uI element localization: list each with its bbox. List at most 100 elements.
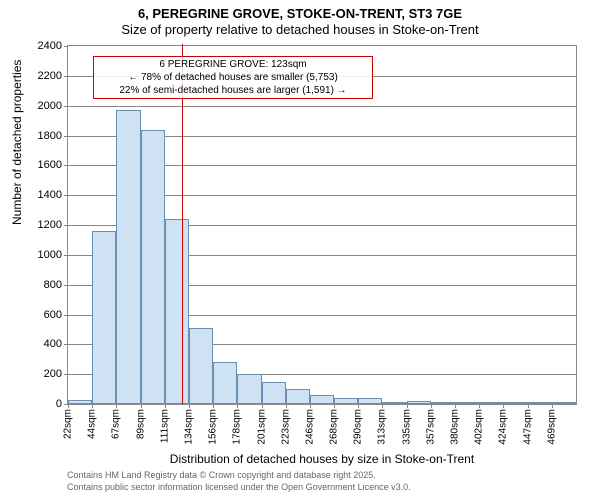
xtick-label: 44sqm xyxy=(87,409,98,439)
ytick-mark xyxy=(64,165,68,166)
xtick-label: 89sqm xyxy=(135,409,146,439)
ytick-mark xyxy=(64,106,68,107)
xtick-mark xyxy=(358,404,359,408)
ytick-label: 1600 xyxy=(38,159,62,171)
histogram-bar xyxy=(213,362,237,404)
xtick-label: 268sqm xyxy=(329,409,340,445)
ytick-label: 1400 xyxy=(38,189,62,201)
histogram-bar xyxy=(68,400,92,404)
ytick-label: 0 xyxy=(56,398,62,410)
x-axis-label: Distribution of detached houses by size … xyxy=(67,452,577,466)
xtick-mark xyxy=(92,404,93,408)
chart-title-main: 6, PEREGRINE GROVE, STOKE-ON-TRENT, ST3 … xyxy=(0,6,600,21)
chart-title-sub: Size of property relative to detached ho… xyxy=(0,22,600,37)
histogram-bar xyxy=(165,219,189,404)
histogram-bar xyxy=(407,401,431,404)
ytick-mark xyxy=(64,76,68,77)
annotation-line1: 6 PEREGRINE GROVE: 123sqm xyxy=(98,58,368,71)
histogram-bar xyxy=(141,130,165,404)
footer-line1: Contains HM Land Registry data © Crown c… xyxy=(67,470,376,480)
ytick-label: 1200 xyxy=(38,219,62,231)
ytick-label: 2000 xyxy=(38,100,62,112)
ytick-mark xyxy=(64,344,68,345)
ytick-mark xyxy=(64,374,68,375)
xtick-label: 335sqm xyxy=(401,409,412,445)
histogram-bar xyxy=(431,402,455,404)
xtick-label: 447sqm xyxy=(522,409,533,445)
plot-area: 0200400600800100012001400160018002000220… xyxy=(67,45,577,405)
ytick-mark xyxy=(64,255,68,256)
ytick-mark xyxy=(64,315,68,316)
xtick-mark xyxy=(528,404,529,408)
annotation-box: 6 PEREGRINE GROVE: 123sqm ← 78% of detac… xyxy=(93,56,373,99)
xtick-mark xyxy=(68,404,69,408)
ytick-mark xyxy=(64,136,68,137)
xtick-mark xyxy=(407,404,408,408)
ytick-label: 2400 xyxy=(38,40,62,52)
ytick-label: 200 xyxy=(44,368,62,380)
xtick-label: 134sqm xyxy=(183,409,194,445)
histogram-bar xyxy=(92,231,116,404)
ytick-mark xyxy=(64,46,68,47)
xtick-label: 380sqm xyxy=(450,409,461,445)
ytick-label: 1800 xyxy=(38,130,62,142)
xtick-mark xyxy=(552,404,553,408)
ytick-label: 800 xyxy=(44,279,62,291)
xtick-label: 156sqm xyxy=(208,409,219,445)
xtick-label: 22sqm xyxy=(63,409,74,439)
histogram-bar xyxy=(455,402,479,404)
ytick-mark xyxy=(64,195,68,196)
xtick-label: 357sqm xyxy=(425,409,436,445)
xtick-label: 313sqm xyxy=(377,409,388,445)
histogram-bar xyxy=(310,395,334,404)
histogram-bar xyxy=(262,382,286,404)
histogram-bar xyxy=(334,398,358,404)
histogram-bar xyxy=(552,402,576,404)
ytick-label: 2200 xyxy=(38,70,62,82)
xtick-mark xyxy=(165,404,166,408)
xtick-mark xyxy=(431,404,432,408)
annotation-line3: 22% of semi-detached houses are larger (… xyxy=(98,84,368,97)
annotation-line2: ← 78% of detached houses are smaller (5,… xyxy=(98,71,368,84)
xtick-label: 424sqm xyxy=(498,409,509,445)
histogram-bar xyxy=(189,328,213,404)
ytick-label: 600 xyxy=(44,309,62,321)
histogram-bar xyxy=(479,402,503,404)
xtick-mark xyxy=(213,404,214,408)
xtick-label: 67sqm xyxy=(111,409,122,439)
xtick-mark xyxy=(455,404,456,408)
ytick-label: 400 xyxy=(44,338,62,350)
histogram-bar xyxy=(237,374,261,404)
histogram-bar xyxy=(528,402,552,404)
histogram-bar xyxy=(286,389,310,404)
xtick-mark xyxy=(141,404,142,408)
xtick-mark xyxy=(262,404,263,408)
xtick-mark xyxy=(382,404,383,408)
xtick-label: 290sqm xyxy=(353,409,364,445)
y-axis-label: Number of detached properties xyxy=(10,60,24,225)
xtick-label: 178sqm xyxy=(232,409,243,445)
ytick-mark xyxy=(64,285,68,286)
xtick-mark xyxy=(286,404,287,408)
xtick-mark xyxy=(334,404,335,408)
xtick-mark xyxy=(503,404,504,408)
ytick-label: 1000 xyxy=(38,249,62,261)
xtick-mark xyxy=(310,404,311,408)
footer-line2: Contains public sector information licen… xyxy=(67,482,411,492)
ytick-mark xyxy=(64,225,68,226)
xtick-label: 201sqm xyxy=(256,409,267,445)
xtick-label: 469sqm xyxy=(546,409,557,445)
xtick-label: 246sqm xyxy=(304,409,315,445)
xtick-mark xyxy=(479,404,480,408)
gridline xyxy=(68,106,576,107)
xtick-mark xyxy=(116,404,117,408)
chart-container: 6, PEREGRINE GROVE, STOKE-ON-TRENT, ST3 … xyxy=(0,0,600,500)
histogram-bar xyxy=(382,402,406,404)
xtick-mark xyxy=(237,404,238,408)
xtick-label: 111sqm xyxy=(159,409,170,443)
xtick-label: 402sqm xyxy=(474,409,485,445)
histogram-bar xyxy=(116,110,140,404)
histogram-bar xyxy=(358,398,382,404)
xtick-label: 223sqm xyxy=(280,409,291,445)
histogram-bar xyxy=(503,402,527,404)
